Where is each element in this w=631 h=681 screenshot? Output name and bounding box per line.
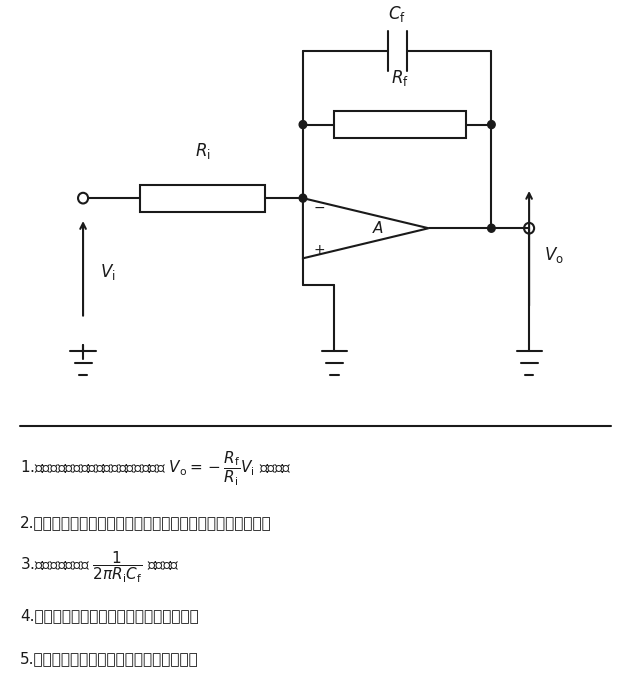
- Text: $R_{\mathrm{i}}$: $R_{\mathrm{i}}$: [194, 142, 210, 161]
- FancyBboxPatch shape: [334, 111, 466, 138]
- Circle shape: [299, 121, 307, 129]
- Text: $R_{\mathrm{f}}$: $R_{\mathrm{f}}$: [391, 68, 410, 88]
- FancyBboxPatch shape: [139, 185, 265, 212]
- Text: $C_{\mathrm{f}}$: $C_{\mathrm{f}}$: [388, 4, 406, 25]
- Text: $V_{\mathrm{o}}$: $V_{\mathrm{o}}$: [545, 245, 564, 265]
- Text: 4.　入力インピーダンスは無限大である。: 4. 入力インピーダンスは無限大である。: [20, 609, 199, 624]
- Text: $V_{\mathrm{i}}$: $V_{\mathrm{i}}$: [100, 262, 116, 282]
- Text: 2.　遮断周波数より十分に高い帯域では微分特性を有する。: 2. 遮断周波数より十分に高い帯域では微分特性を有する。: [20, 515, 272, 530]
- Text: $-$: $-$: [312, 200, 325, 214]
- Text: 1.　遮断周波数より十分に低い帯域では $V_{\mathrm{o}} = -\dfrac{R_{\mathrm{f}}}{R_{\mathrm{i}}}V_{: 1. 遮断周波数より十分に低い帯域では $V_{\mathrm{o}} = -\…: [20, 450, 292, 488]
- Text: 5.　出力インピーダンスは無限大である。: 5. 出力インピーダンスは無限大である。: [20, 651, 199, 666]
- Polygon shape: [303, 198, 428, 258]
- Text: 3.　遮断周波数は $\dfrac{1}{2\pi R_{\mathrm{i}}C_{\mathrm{f}}}$ である。: 3. 遮断周波数は $\dfrac{1}{2\pi R_{\mathrm{i}}…: [20, 550, 180, 585]
- Circle shape: [488, 121, 495, 129]
- Circle shape: [488, 224, 495, 232]
- Text: $+$: $+$: [312, 242, 325, 257]
- Circle shape: [299, 194, 307, 202]
- Text: A: A: [373, 221, 384, 236]
